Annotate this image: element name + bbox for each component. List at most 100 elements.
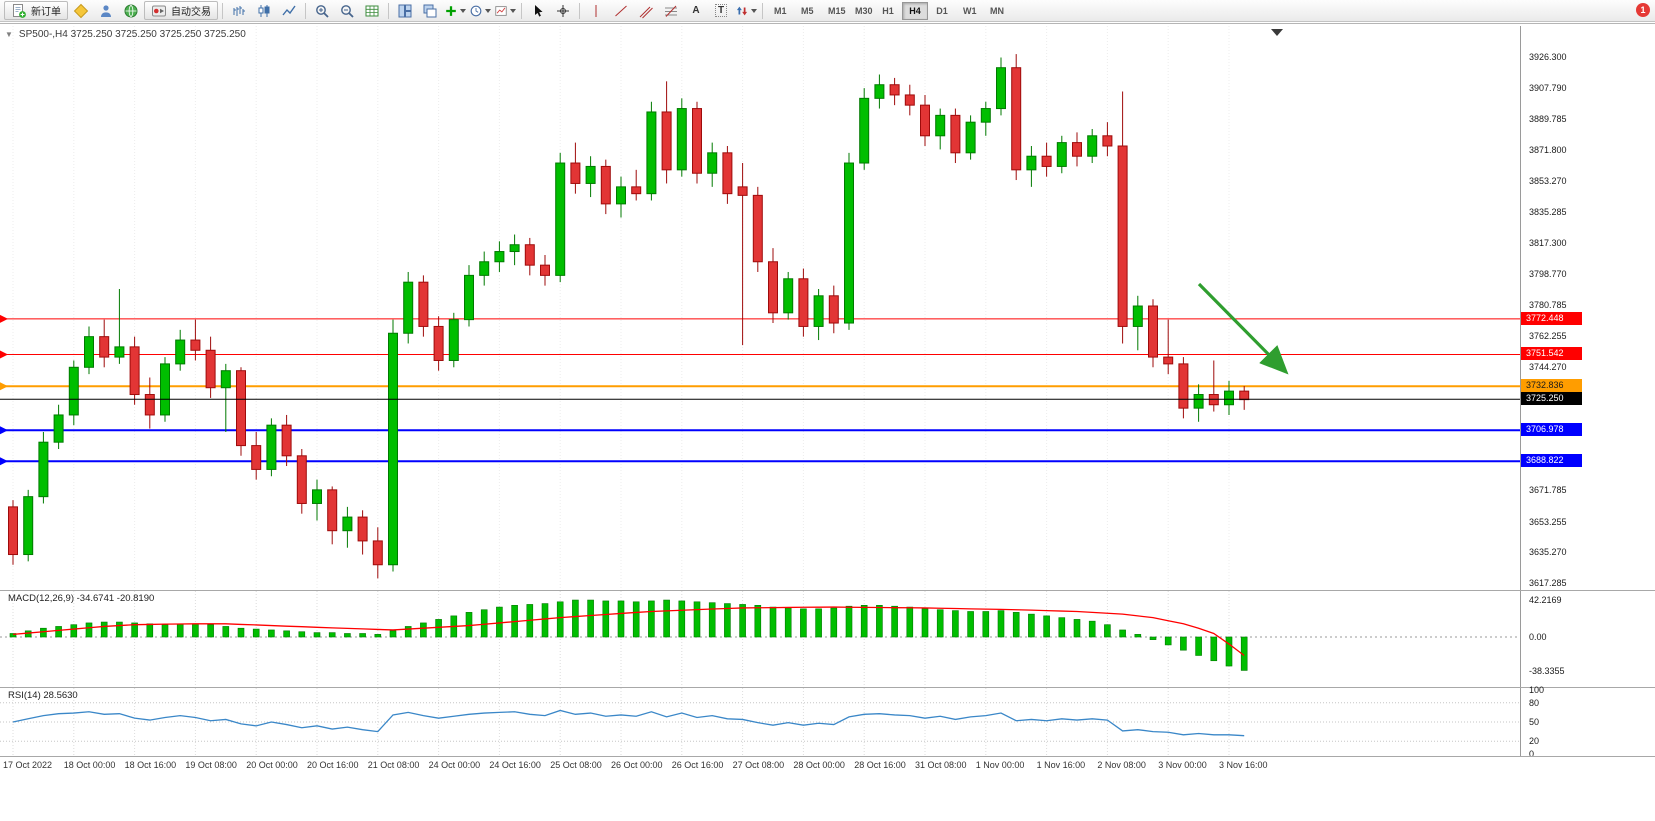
macd-signal-line (12, 606, 1245, 656)
price-level-badge: 3688.822 (1521, 454, 1582, 468)
rsi-axis[interactable]: 100 80 50 20 0 (1520, 685, 1655, 759)
zoom-out-icon (341, 4, 354, 18)
price-tick-label: 3671.785 (1529, 485, 1567, 496)
experts-button[interactable] (94, 1, 118, 20)
vertical-line-button[interactable] (584, 1, 608, 20)
cursor-icon (535, 4, 543, 17)
timeframe-h1[interactable]: H1 (875, 2, 901, 20)
price-tick-label: 3617.285 (1529, 577, 1567, 588)
zoom-in-button[interactable] (310, 1, 334, 20)
cascade-windows-button[interactable] (418, 1, 442, 20)
timeframe-d1[interactable]: D1 (929, 2, 955, 20)
timeframe-m15[interactable]: M15 (821, 2, 847, 20)
new-order-icon (13, 3, 26, 18)
clock-icon (470, 5, 482, 16)
label-tool-icon: T (714, 4, 728, 17)
price-tick-label: 3907.790 (1529, 83, 1567, 94)
timeframe-h4[interactable]: H4 (902, 1, 928, 20)
trend-arrow-annotation (1197, 282, 1289, 375)
notification-badge[interactable]: 1 (1636, 3, 1650, 17)
price-level-badge: 3772.448 (1521, 311, 1582, 325)
level-edge-marker (0, 314, 8, 323)
time-axis-label: 20 Oct 16:00 (307, 760, 359, 770)
one-click-trading-toggle[interactable]: ▼ (5, 30, 13, 39)
macd-panel-label: MACD(12,26,9) -34.6741 -20.8190 (8, 593, 155, 604)
timeframe-m1[interactable]: M1 (767, 2, 793, 20)
panel-separator[interactable] (0, 687, 1655, 688)
time-axis-label: 24 Oct 00:00 (428, 760, 481, 770)
grid-lines (12, 26, 1230, 590)
template-chart-icon (495, 5, 507, 16)
timeframe-w1[interactable]: W1 (956, 2, 982, 20)
autotrading-button[interactable]: 自动交易 (144, 1, 218, 20)
toolbar-separator (388, 2, 389, 19)
fibonacci-button[interactable] (659, 1, 683, 20)
text-tool-icon: A (692, 5, 700, 16)
level-edge-marker (0, 426, 8, 435)
autotrading-label: 自动交易 (171, 7, 211, 18)
timeframe-m5[interactable]: M5 (794, 2, 820, 20)
chart-header: ▼ SP500-,H4 3725.250 3725.250 3725.250 3… (5, 29, 246, 40)
zoom-in-icon (316, 4, 329, 18)
rsi-tick-label: 100 (1529, 685, 1545, 695)
rsi-tick-label: 80 (1529, 697, 1540, 708)
crosshair-icon (557, 4, 569, 17)
tile-windows-button[interactable] (393, 1, 417, 20)
candles (8, 54, 1250, 579)
vertical-line-icon (595, 4, 597, 17)
zoom-out-button[interactable] (335, 1, 359, 20)
templates-button[interactable] (493, 1, 517, 20)
time-axis-label: 28 Oct 16:00 (854, 760, 906, 770)
new-order-button[interactable]: 新订单 (4, 1, 68, 20)
time-axis[interactable]: 17 Oct 2022 18 Oct 00:00 18 Oct 16:00 19 Oc… (0, 757, 1520, 777)
bar-chart-button[interactable] (227, 1, 251, 20)
rsi-line (12, 709, 1245, 737)
price-chart[interactable] (0, 26, 1520, 590)
timeframe-m30[interactable]: M30 (848, 2, 874, 20)
grid-button[interactable] (360, 1, 384, 20)
channel-button[interactable] (634, 1, 658, 20)
text-button[interactable]: A (684, 1, 708, 20)
time-axis-label: 21 Oct 08:00 (367, 760, 420, 770)
price-level-badge: 3725.250 (1521, 392, 1582, 406)
time-axis-label: 1 Nov 00:00 (975, 760, 1025, 770)
panel-separator[interactable] (0, 590, 1655, 591)
timeframe-mn[interactable]: MN (983, 2, 1009, 20)
crosshair-button[interactable] (551, 1, 575, 20)
market-button[interactable] (119, 1, 143, 20)
price-tick-label: 3835.285 (1529, 206, 1567, 217)
time-axis-label: 18 Oct 00:00 (63, 760, 116, 770)
price-axis[interactable]: 3926.300 3907.790 3889.785 3871.800 3853.270… (1520, 26, 1655, 590)
market-globe-icon (124, 4, 138, 17)
candlestick-button[interactable] (252, 1, 276, 20)
periods-button[interactable] (468, 1, 492, 20)
time-axis-label: 20 Oct 00:00 (246, 760, 298, 770)
macd-axis[interactable]: 42.2169 0.00 -38.3355 (1520, 591, 1655, 687)
toolbar-separator (579, 2, 580, 19)
macd-tick-label: 0.00 (1529, 632, 1547, 642)
arrows-button[interactable] (734, 1, 758, 20)
line-chart-button[interactable] (277, 1, 301, 20)
rsi-panel[interactable] (0, 688, 1520, 756)
indicators-button[interactable] (443, 1, 467, 20)
cursor-button[interactable] (526, 1, 550, 20)
experts-icon (101, 4, 111, 17)
price-tick-label: 3635.270 (1529, 547, 1567, 558)
main-toolbar: 新订单 自动交易 (0, 0, 1655, 22)
price-tick-label: 3798.770 (1529, 269, 1567, 280)
new-order-label: 新订单 (31, 7, 61, 18)
dropdown-caret-icon (751, 8, 757, 13)
metaeditor-button[interactable] (69, 1, 93, 20)
label-button[interactable]: T (709, 1, 733, 20)
time-axis-label: 26 Oct 16:00 (671, 760, 724, 770)
price-level-badge: 3751.542 (1521, 347, 1582, 361)
price-tick-label: 3653.255 (1529, 516, 1567, 527)
time-axis-label: 26 Oct 00:00 (611, 760, 663, 770)
trendline-button[interactable] (609, 1, 633, 20)
price-level-badge: 3732.836 (1521, 379, 1582, 393)
fibonacci-icon (665, 5, 677, 17)
trendline-icon (615, 5, 627, 16)
arrows-icon (736, 6, 748, 15)
toolbar-separator (305, 2, 306, 19)
macd-panel[interactable] (0, 591, 1520, 687)
